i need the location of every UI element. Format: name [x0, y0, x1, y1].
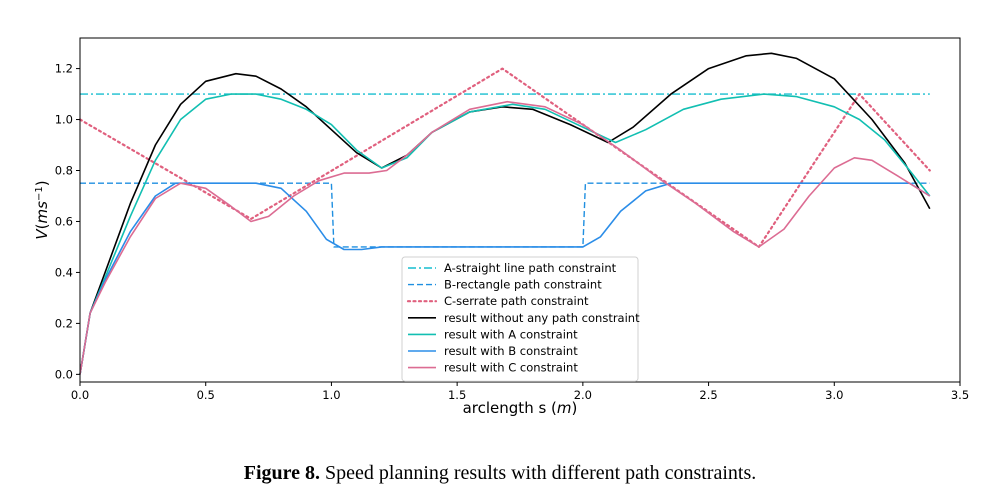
y-tick-label: 0.6 [55, 214, 73, 228]
x-tick-label: 1.5 [448, 388, 466, 402]
caption-label: Figure 8. [243, 462, 321, 484]
x-tick-label: 3.5 [951, 388, 969, 402]
legend: A-straight line path constraint B-rectang… [401, 256, 640, 382]
x-tick-label: 2.0 [574, 388, 592, 402]
figure-caption: Figure 8. Speed planning results with di… [0, 462, 1000, 485]
legend-label: result with A constraint [444, 327, 578, 341]
legend-label: B-rectangle path constraint [444, 278, 602, 292]
x-tick-label: 2.5 [699, 388, 717, 402]
x-tick-label: 1.0 [322, 388, 340, 402]
x-tick-label: 0.5 [197, 388, 215, 402]
legend-label: result with B constraint [444, 344, 578, 358]
y-tick-label: 0.0 [55, 367, 73, 381]
legend-box [401, 256, 639, 382]
legend-label: C-serrate path constraint [444, 294, 589, 308]
series-line-3 [78, 67, 931, 248]
y-tick-label: 0.4 [55, 265, 73, 279]
x-tick-label: 0.0 [71, 388, 89, 402]
legend-label: result without any path constraint [444, 311, 640, 325]
y-tick-label: 1.0 [55, 113, 73, 127]
y-tick-label: 1.2 [55, 62, 73, 76]
legend-label: result with C constraint [444, 361, 578, 375]
x-tick-label: 3.0 [825, 388, 843, 402]
y-tick-label: 0.2 [55, 316, 73, 330]
y-tick-label: 0.8 [55, 164, 73, 178]
speed-plot: 0.0 0.5 1.0 1.5 2.0 2.5 3.0 3.5 0.0 0.2 0.4 0.6 0.8 1… [33, 37, 969, 417]
y-axis-label: V(ms−1) [33, 180, 51, 239]
legend-label: A-straight line path constraint [444, 261, 617, 275]
x-axis-label: arclength s (m) [463, 399, 578, 417]
plot-frame [79, 37, 961, 383]
series-line-7 [79, 100, 931, 375]
series-line-2 [80, 182, 930, 248]
caption-text: Speed planning results with different pa… [320, 462, 757, 484]
series-line-6 [79, 182, 931, 375]
